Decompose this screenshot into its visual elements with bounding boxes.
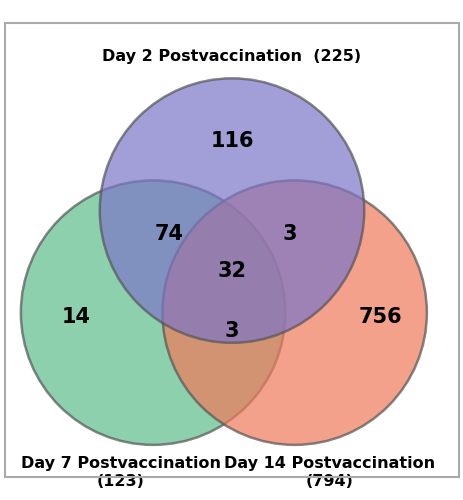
- Text: 756: 756: [358, 308, 401, 328]
- Text: 3: 3: [224, 321, 239, 341]
- Text: Day 7 Postvaccination
(123): Day 7 Postvaccination (123): [20, 456, 220, 489]
- Text: 3: 3: [282, 224, 297, 244]
- Text: Day 2 Postvaccination  (225): Day 2 Postvaccination (225): [102, 50, 361, 64]
- Text: 14: 14: [62, 308, 91, 328]
- Text: 32: 32: [217, 261, 246, 281]
- Circle shape: [21, 180, 285, 445]
- Text: Day 14 Postvaccination
(794): Day 14 Postvaccination (794): [223, 456, 434, 489]
- Text: 116: 116: [210, 131, 253, 151]
- Circle shape: [162, 180, 426, 445]
- Circle shape: [100, 78, 363, 343]
- Text: 74: 74: [155, 224, 183, 244]
